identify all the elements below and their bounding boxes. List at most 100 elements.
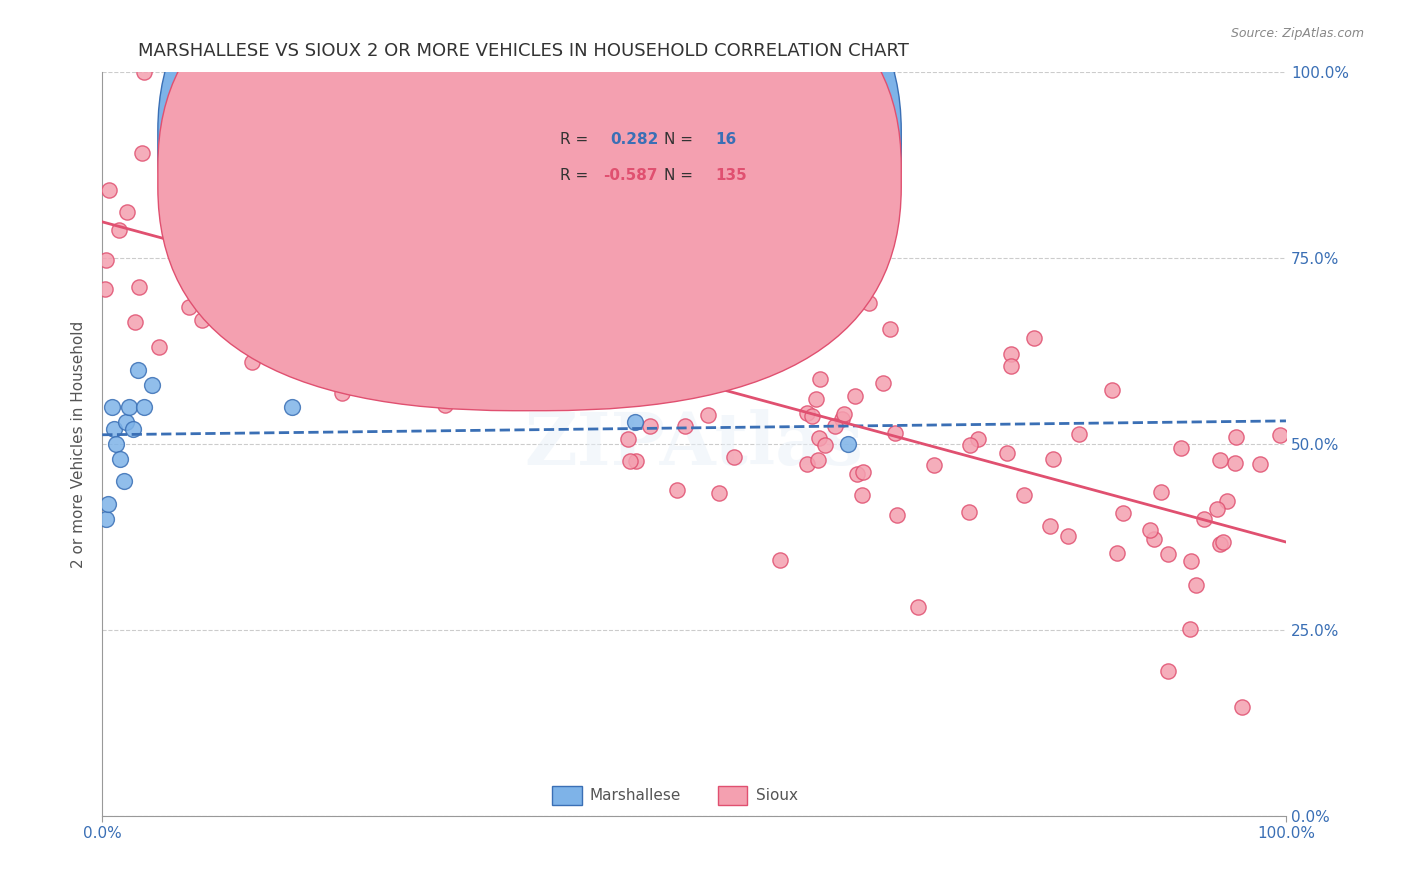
Point (1042, 451, 1064, 466)
Point (872, 376, 894, 391)
Point (1212, 534, 1234, 549)
FancyBboxPatch shape (553, 786, 582, 805)
Text: ZIPAtlas: ZIPAtlas (524, 409, 863, 480)
Point (852, 466, 875, 480)
Point (486, 310, 509, 325)
Point (240, 355, 263, 369)
Point (637, 307, 659, 321)
Point (301, 261, 323, 276)
Point (533, 313, 555, 327)
Point (225, 108, 247, 122)
Point (814, 438, 837, 452)
Point (132, 400, 155, 414)
Point (156, 200, 179, 214)
Point (806, 392, 828, 407)
Point (478, 300, 501, 314)
Point (593, 299, 616, 313)
Point (281, 235, 304, 250)
Point (229, 286, 252, 301)
Point (568, 244, 591, 258)
Point (253, 160, 276, 174)
Point (340, 186, 363, 201)
Point (280, 400, 302, 414)
Point (132, 65, 155, 79)
Point (1170, 442, 1192, 456)
Point (434, 391, 457, 405)
Point (115, 205, 138, 219)
Point (619, 454, 641, 468)
Point (118, 400, 141, 414)
Point (624, 415, 647, 429)
Point (131, 146, 153, 161)
Point (472, 264, 495, 278)
Point (1270, 428, 1292, 442)
FancyBboxPatch shape (499, 125, 818, 214)
Point (252, 343, 274, 358)
Point (172, 77, 194, 91)
Point (675, 419, 697, 434)
Point (796, 457, 818, 471)
Point (330, 386, 353, 401)
Point (801, 409, 824, 423)
Point (103, 422, 125, 436)
Text: 16: 16 (716, 132, 737, 147)
Point (571, 223, 593, 237)
FancyBboxPatch shape (157, 0, 901, 376)
Point (1022, 331, 1045, 345)
Point (844, 388, 866, 402)
Point (1249, 457, 1271, 471)
Point (127, 363, 149, 377)
Point (221, 240, 243, 254)
Point (301, 194, 323, 208)
Point (97, 497, 120, 511)
Text: N =: N = (665, 132, 693, 147)
FancyBboxPatch shape (157, 0, 901, 410)
Point (568, 274, 591, 288)
Point (879, 322, 901, 336)
Point (512, 365, 534, 379)
Point (470, 277, 492, 292)
Point (1216, 493, 1239, 508)
Point (124, 315, 146, 329)
Point (537, 239, 560, 253)
Point (583, 392, 606, 407)
Point (769, 552, 792, 566)
Text: Sioux: Sioux (755, 788, 797, 803)
Text: R =: R = (561, 168, 589, 183)
Point (419, 266, 441, 280)
Point (108, 452, 131, 467)
Point (858, 296, 880, 310)
Point (174, 260, 197, 274)
Point (458, 174, 481, 188)
Point (1185, 577, 1208, 591)
Point (322, 333, 344, 347)
Point (547, 361, 569, 376)
Point (191, 313, 214, 327)
Point (1225, 430, 1247, 444)
Point (122, 422, 145, 436)
Point (1223, 456, 1246, 470)
Point (709, 486, 731, 500)
Point (957, 505, 980, 519)
Point (434, 398, 457, 412)
Point (832, 407, 855, 421)
Point (94, 511, 117, 525)
Point (643, 276, 665, 290)
Point (659, 301, 682, 315)
Point (690, 323, 713, 337)
Point (640, 419, 662, 434)
Text: R =: R = (561, 132, 589, 147)
Text: Marshallese: Marshallese (591, 788, 682, 803)
Point (1067, 427, 1090, 442)
Point (648, 377, 671, 392)
Point (851, 488, 873, 502)
Point (922, 458, 945, 472)
Point (1012, 487, 1035, 501)
Point (1157, 664, 1180, 678)
Point (1209, 453, 1232, 467)
Point (252, 280, 274, 294)
Point (1180, 554, 1202, 568)
Point (461, 334, 484, 348)
Point (572, 284, 595, 298)
Point (959, 438, 981, 452)
